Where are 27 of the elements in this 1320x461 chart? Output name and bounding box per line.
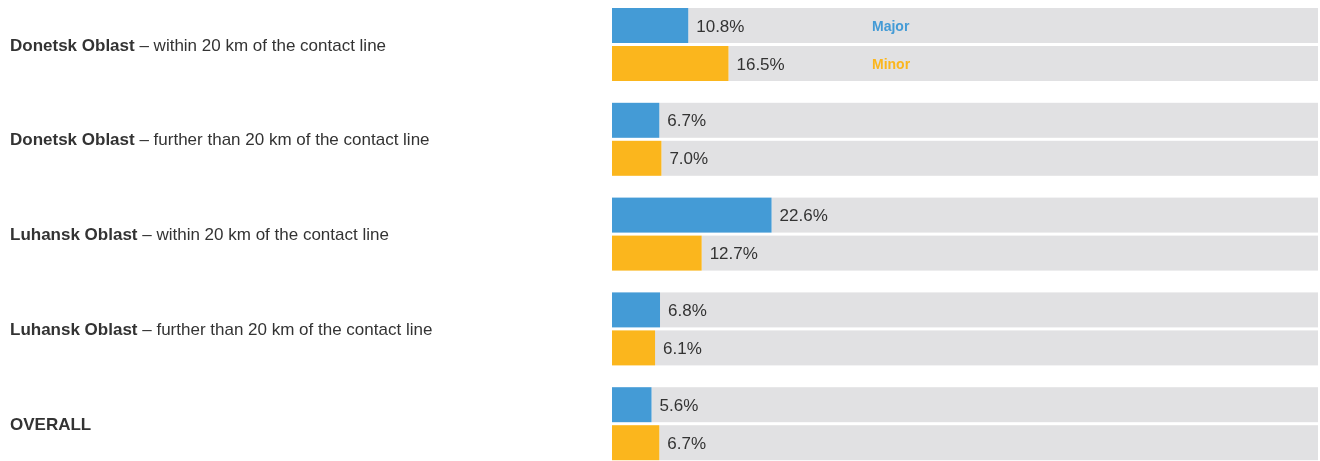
bar — [612, 292, 661, 328]
data-label: 12.7% — [709, 244, 758, 264]
bar — [612, 425, 660, 461]
text: Major — [872, 17, 910, 34]
y-tick-label: Luhansk Oblast – within 20 km of the contact line — [10, 225, 389, 245]
data-label: 6.7% — [667, 111, 707, 131]
data-label: 7.0% — [669, 149, 709, 169]
y-tick-label: Donetsk Oblast – within 20 km of the contact line — [10, 35, 387, 55]
bar — [612, 235, 702, 271]
y-tick-label: Donetsk Oblast – further than 20 km of the contact line — [10, 130, 430, 150]
bar — [612, 330, 656, 366]
bar — [612, 197, 772, 233]
data-label: 22.6% — [779, 206, 828, 226]
y-tick-label: OVERALL — [10, 414, 92, 434]
bar — [612, 140, 662, 176]
text: Minor — [872, 55, 911, 72]
data-label: 16.5% — [736, 54, 785, 74]
data-label: 6.7% — [667, 433, 707, 453]
bar — [612, 8, 689, 43]
data-label: 6.8% — [668, 300, 707, 320]
bar — [612, 46, 729, 81]
bar — [612, 102, 660, 138]
data-label: 5.6% — [659, 395, 699, 415]
y-tick-label: Luhansk Oblast – further than 20 km of the contact line — [10, 319, 433, 339]
bar — [612, 387, 652, 423]
data-label: 10.8% — [696, 16, 745, 36]
data-label: 6.1% — [663, 338, 702, 358]
